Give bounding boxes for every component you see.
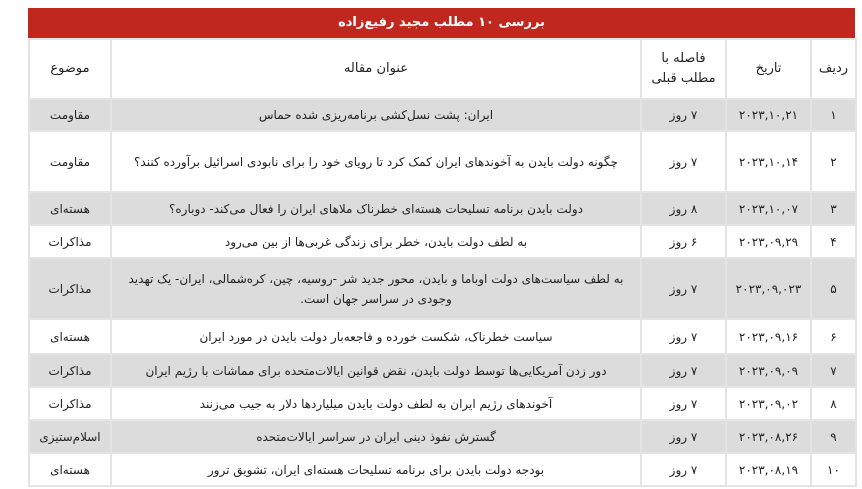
row-number: ۱۰ — [810, 452, 857, 487]
row-topic: مذاکرات — [28, 224, 112, 259]
row-gap: ۷ روز — [640, 98, 727, 132]
row-topic: هسته‌ای — [28, 318, 112, 355]
table-row: ۷ ۲۰۲۳,۰۹,۰۹ ۷ روز دور زدن آمریکایی‌ها توسط… — [28, 353, 857, 388]
row-date: ۲۰۲۳,۰۸,۲۶ — [725, 419, 812, 454]
row-gap: ۸ روز — [640, 191, 727, 226]
table-row: ۶ ۲۰۲۳,۰۹,۱۶ ۷ روز سیاست خطرناک، شکست خورده… — [28, 318, 857, 355]
row-topic: مذاکرات — [28, 353, 112, 388]
table-row: ۲ ۲۰۲۳,۱۰,۱۴ ۷ روز چگونه دولت بایدن به آخون… — [28, 130, 857, 193]
row-topic: هسته‌ای — [28, 452, 112, 487]
row-gap: ۷ روز — [640, 452, 727, 487]
row-number: ۲ — [810, 130, 857, 193]
row-gap: ۷ روز — [640, 318, 727, 355]
row-headline: چگونه دولت بایدن به آخوندهای ایران کمک ک… — [110, 130, 642, 193]
articles-table: ردیف تاریخ فاصله با مطلب قبلی عنوان مقال… — [28, 38, 857, 487]
table-title: بررسی ۱۰ مطلب مجید رفیع‌زاده — [28, 8, 855, 38]
table-row: ۱۰ ۲۰۲۳,۰۸,۱۹ ۷ روز بودجه دولت بایدن برای ب… — [28, 452, 857, 487]
header-date: تاریخ — [725, 38, 812, 100]
row-topic: مذاکرات — [28, 386, 112, 421]
header-gap: فاصله با مطلب قبلی — [640, 38, 727, 100]
row-headline: به لطف دولت بایدن، خطر برای زندگی غربی‌ه… — [110, 224, 642, 259]
row-topic: مقاومت — [28, 130, 112, 193]
row-topic: اسلام‌ستیزی — [28, 419, 112, 454]
row-gap: ۷ روز — [640, 386, 727, 421]
row-number: ۳ — [810, 191, 857, 226]
row-headline: آخوندهای رژیم ایران به لطف دولت بایدن می… — [110, 386, 642, 421]
row-date: ۲۰۲۳,۱۰,۲۱ — [725, 98, 812, 132]
row-headline: بودجه دولت بایدن برای برنامه تسلیحات هست… — [110, 452, 642, 487]
row-headline: دولت بایدن برنامه تسلیحات هسته‌ای خطرناک… — [110, 191, 642, 226]
row-headline: ایران: پشت نسل‌کشی برنامه‌ریزی شده حماس — [110, 98, 642, 132]
articles-table-container: بررسی ۱۰ مطلب مجید رفیع‌زاده ردیف تاریخ … — [28, 8, 857, 487]
table-row: ۸ ۲۰۲۳,۰۹,۰۲ ۷ روز آخوندهای رژیم ایران به ل… — [28, 386, 857, 421]
row-number: ۵ — [810, 257, 857, 320]
row-topic: هسته‌ای — [28, 191, 112, 226]
row-gap: ۷ روز — [640, 130, 727, 193]
row-date: ۲۰۲۳,۰۸,۱۹ — [725, 452, 812, 487]
row-gap: ۷ روز — [640, 419, 727, 454]
header-topic: موضوع — [28, 38, 112, 100]
row-date: ۲۰۲۳,۰۹,۲۹ — [725, 224, 812, 259]
header-row: ردیف تاریخ فاصله با مطلب قبلی عنوان مقال… — [28, 38, 857, 100]
table-row: ۴ ۲۰۲۳,۰۹,۲۹ ۶ روز به لطف دولت بایدن، خطر ب… — [28, 224, 857, 259]
row-number: ۴ — [810, 224, 857, 259]
header-headline: عنوان مقاله — [110, 38, 642, 100]
row-headline: به لطف سیاست‌های دولت اوباما و بایدن، مح… — [110, 257, 642, 320]
row-date: ۲۰۲۳,۰۹,۰۲ — [725, 386, 812, 421]
row-gap: ۷ روز — [640, 353, 727, 388]
table-row: ۹ ۲۰۲۳,۰۸,۲۶ ۷ روز گسترش نفوذ دینی ایران در… — [28, 419, 857, 454]
table-row: ۱ ۲۰۲۳,۱۰,۲۱ ۷ روز ایران: پشت نسل‌کشی برنام… — [28, 98, 857, 132]
row-topic: مذاکرات — [28, 257, 112, 320]
table-row: ۳ ۲۰۲۳,۱۰,۰۷ ۸ روز دولت بایدن برنامه تسلیحا… — [28, 191, 857, 226]
row-topic: مقاومت — [28, 98, 112, 132]
row-number: ۶ — [810, 318, 857, 355]
row-gap: ۷ روز — [640, 257, 727, 320]
row-date: ۲۰۲۳,۱۰,۱۴ — [725, 130, 812, 193]
table-row: ۵ ۲۰۲۳,۰۹,۰۲۳ ۷ روز به لطف سیاست‌های دولت ا… — [28, 257, 857, 320]
row-date: ۲۰۲۳,۰۹,۰۹ — [725, 353, 812, 388]
row-number: ۸ — [810, 386, 857, 421]
row-headline: گسترش نفوذ دینی ایران در سراسر ایالات‌مت… — [110, 419, 642, 454]
row-number: ۷ — [810, 353, 857, 388]
header-row-number: ردیف — [810, 38, 857, 100]
row-number: ۹ — [810, 419, 857, 454]
row-date: ۲۰۲۳,۱۰,۰۷ — [725, 191, 812, 226]
row-date: ۲۰۲۳,۰۹,۱۶ — [725, 318, 812, 355]
row-headline: سیاست خطرناک، شکست خورده و فاجعه‌بار دول… — [110, 318, 642, 355]
row-headline: دور زدن آمریکایی‌ها توسط دولت بایدن، نقض… — [110, 353, 642, 388]
row-number: ۱ — [810, 98, 857, 132]
row-gap: ۶ روز — [640, 224, 727, 259]
row-date: ۲۰۲۳,۰۹,۰۲۳ — [725, 257, 812, 320]
